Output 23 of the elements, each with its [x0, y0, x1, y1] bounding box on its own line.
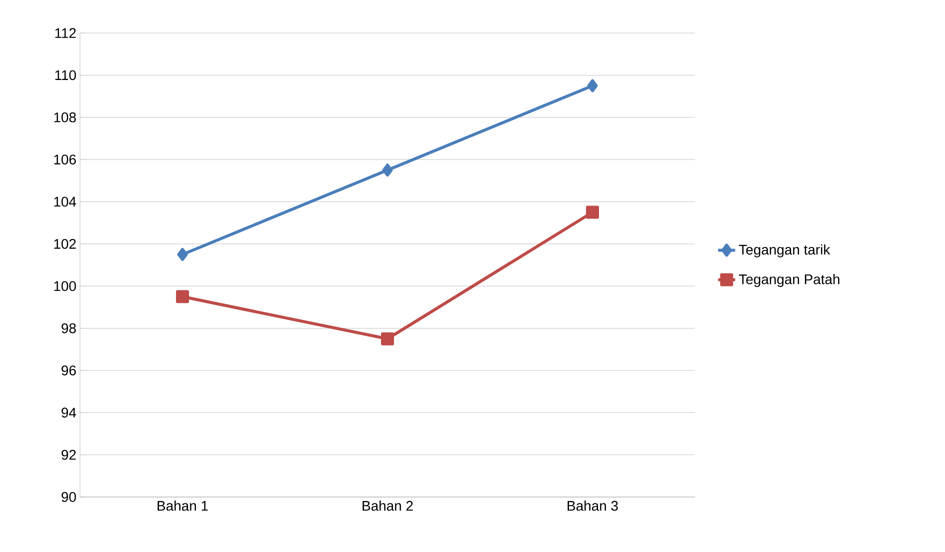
- y-tick-label: 100: [54, 281, 76, 292]
- x-tick-label: Bahan 1: [158, 500, 208, 511]
- y-tick-label: 104: [54, 196, 76, 207]
- y-tick-label: 98: [62, 323, 76, 334]
- y-tick-label: 112: [55, 28, 76, 38]
- y-tick-label: 94: [62, 408, 76, 418]
- point: [176, 290, 189, 304]
- point: [587, 79, 598, 92]
- point: [382, 164, 393, 177]
- legend-label: Tegangan Patah: [738, 274, 840, 287]
- y-tick-label: 110: [55, 70, 76, 80]
- y-tick-label: 92: [62, 450, 76, 460]
- legend-label: Tegangan tarik: [738, 244, 830, 258]
- y-tick-label: 90: [62, 492, 76, 502]
- x-tick-label: Bahan 3: [568, 500, 618, 511]
- y-tick-label: 108: [54, 112, 76, 122]
- point: [381, 332, 394, 346]
- y-tick-label: 102: [54, 238, 76, 249]
- y-tick-label: 106: [54, 154, 76, 164]
- point: [177, 248, 188, 261]
- y-tick-label: 96: [62, 366, 76, 376]
- x-tick-label: Bahan 2: [362, 500, 413, 511]
- point: [586, 206, 600, 219]
